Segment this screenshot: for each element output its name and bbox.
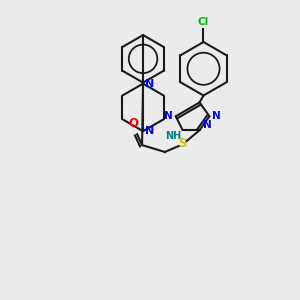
Text: NH: NH (166, 131, 182, 141)
Text: N: N (212, 111, 221, 121)
Text: N: N (164, 111, 173, 121)
Text: S: S (178, 136, 187, 150)
Text: Cl: Cl (198, 17, 209, 27)
Text: N: N (145, 79, 154, 88)
Text: N: N (145, 126, 154, 136)
Text: O: O (128, 117, 138, 130)
Text: N: N (202, 120, 211, 130)
